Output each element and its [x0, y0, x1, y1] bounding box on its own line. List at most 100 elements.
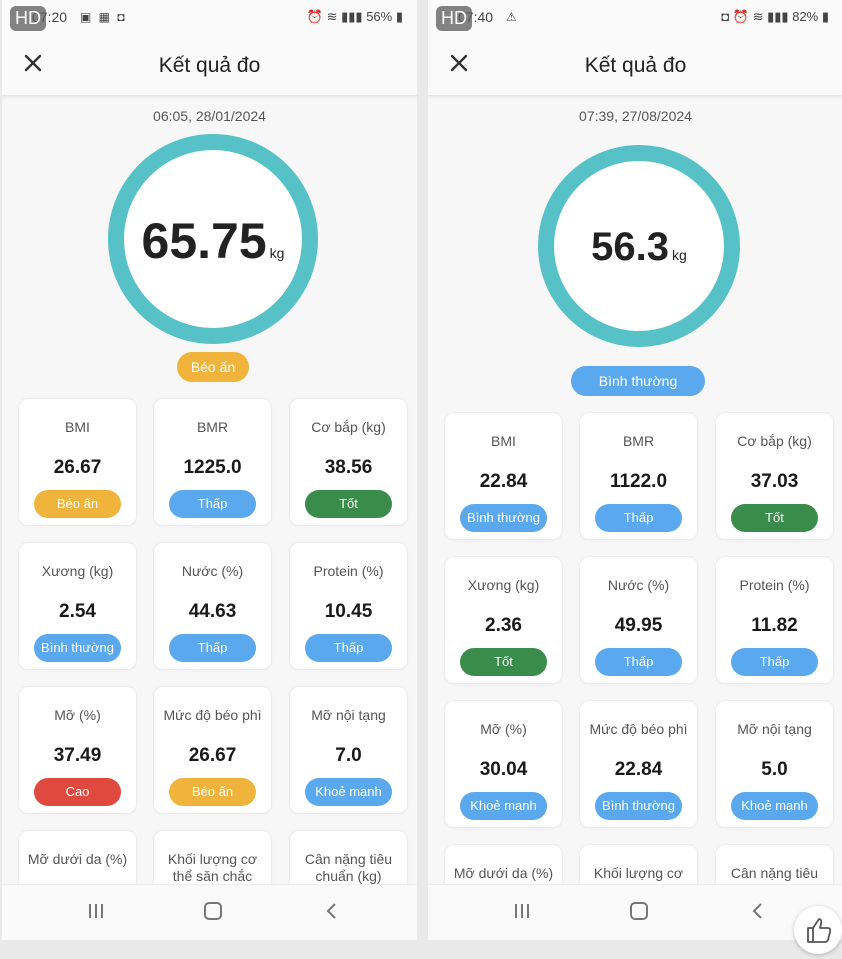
metric-value: 1225.0	[183, 457, 242, 478]
home-icon[interactable]	[202, 901, 224, 921]
metric-card[interactable]: BMI 26.67 Béo ấn	[18, 398, 137, 526]
metric-label: BMR	[196, 419, 229, 435]
metric-status-badge: Bình thường	[460, 504, 547, 532]
metric-card[interactable]: Mỡ nội tạng 7.0 Khoẻ mạnh	[289, 686, 408, 814]
recent-apps-icon[interactable]	[512, 901, 532, 921]
metric-card[interactable]: Mỡ (%) 30.04 Khoẻ mạnh	[444, 700, 563, 828]
main-status-badge: Bình thường	[571, 366, 705, 396]
metric-status-badge: Khoẻ mạnh	[305, 778, 392, 806]
metric-card[interactable]: BMI 22.84 Bình thường	[444, 412, 563, 540]
weight-unit: kg	[672, 247, 687, 263]
metric-card[interactable]: Protein (%) 10.45 Thấp	[289, 542, 408, 670]
metric-value: 10.45	[324, 601, 373, 622]
weight-unit: kg	[269, 245, 285, 261]
battery-level: 56%	[366, 9, 393, 24]
metric-status-badge: Bình thường	[34, 634, 121, 662]
status-right: ⏰ ≋ ▮▮▮ 56% ▮	[306, 9, 403, 24]
metric-label: Mỡ nội tạng	[737, 721, 812, 737]
metric-value: 44.63	[188, 601, 237, 622]
weight-ring: 65.75 kg	[108, 134, 318, 344]
metric-label: Mỡ nội tạng	[311, 707, 386, 723]
metric-value: 49.95	[614, 615, 663, 636]
metric-label: Khối lượng cơ thể săn chắc	[167, 851, 258, 884]
metric-value: 37.49	[53, 745, 102, 766]
metric-card[interactable]: Nước (%) 49.95 Thấp	[579, 556, 698, 684]
metric-value: 22.84	[614, 759, 663, 780]
hd-badge: HD	[10, 6, 46, 31]
hd-badge: HD	[436, 6, 472, 31]
app-header: Kết quả đo	[2, 34, 417, 96]
metric-status-badge: Tốt	[305, 490, 392, 518]
notification-icons: ▣ ▦ ◘	[80, 10, 127, 24]
warning-icon: ⚠	[506, 10, 519, 24]
metric-card[interactable]: Mỡ (%) 37.49 Cao	[18, 686, 137, 814]
metric-label: Mỡ (%)	[480, 721, 527, 737]
metric-label: Mỡ dưới da (%)	[27, 851, 128, 867]
weight-display: 65.75 kg	[124, 212, 302, 270]
metric-status-badge: Thấp	[169, 634, 256, 662]
metric-label: Mỡ (%)	[54, 707, 101, 723]
metric-label: BMR	[622, 433, 655, 449]
metric-card[interactable]: BMR 1122.0 Thấp	[579, 412, 698, 540]
metric-status-badge: Cao	[34, 778, 121, 806]
metric-card[interactable]: Cơ bắp (kg) 38.56 Tốt	[289, 398, 408, 526]
metric-value: 26.67	[53, 457, 102, 478]
metric-card[interactable]: Nước (%) 44.63 Thấp	[153, 542, 272, 670]
measure-datetime: 07:39, 27/08/2024	[579, 108, 692, 124]
metric-status-badge: Thấp	[731, 648, 818, 676]
back-icon[interactable]	[748, 901, 768, 921]
weight-ring: 56.3 kg	[538, 145, 740, 347]
back-icon[interactable]	[322, 901, 342, 921]
recent-apps-icon[interactable]	[86, 901, 106, 921]
close-icon[interactable]	[448, 52, 470, 74]
screen-right: 07:40 ⚠ ◘ ⏰ ≋ ▮▮▮ 82% ▮ HD Kết quả đo 07…	[428, 0, 842, 940]
metric-label: Mỡ dưới da (%)	[453, 865, 554, 881]
metric-label: Xương (kg)	[41, 563, 114, 579]
metric-value: 2.36	[485, 615, 522, 636]
metric-card[interactable]: Mức độ béo phì 26.67 Béo ấn	[153, 686, 272, 814]
measure-datetime: 06:05, 28/01/2024	[153, 108, 266, 124]
metric-label: Mức độ béo phì	[163, 707, 262, 723]
metric-status-badge: Khoẻ mạnh	[731, 792, 818, 820]
app-header: Kết quả đo	[428, 34, 842, 96]
status-right: ◘ ⏰ ≋ ▮▮▮ 82% ▮	[721, 9, 829, 24]
metric-card[interactable]: Xương (kg) 2.54 Bình thường	[18, 542, 137, 670]
metric-status-badge: Thấp	[169, 490, 256, 518]
metric-label: Cân nặng tiêu chuẩn (kg)	[304, 851, 393, 884]
metric-value: 26.67	[188, 745, 237, 766]
metric-label: BMI	[491, 433, 516, 449]
home-icon[interactable]	[628, 901, 650, 921]
metric-card[interactable]: Protein (%) 11.82 Thấp	[715, 556, 834, 684]
metric-label: Xương (kg)	[467, 577, 540, 593]
metric-card[interactable]: Mức độ béo phì 22.84 Bình thường	[579, 700, 698, 828]
metric-label: Cơ bắp (kg)	[737, 433, 812, 449]
metric-card[interactable]: BMR 1225.0 Thấp	[153, 398, 272, 526]
metric-value: 7.0	[335, 745, 362, 766]
metric-value: 38.56	[324, 457, 373, 478]
metric-label: Protein (%)	[313, 563, 384, 579]
thumbs-up-icon[interactable]	[794, 906, 842, 954]
metric-status-badge: Thấp	[305, 634, 392, 662]
metric-status-badge: Béo ấn	[169, 778, 256, 806]
metric-card[interactable]: Mỡ nội tạng 5.0 Khoẻ mạnh	[715, 700, 834, 828]
metric-label: Mức độ béo phì	[589, 721, 688, 737]
metric-value: 37.03	[750, 471, 799, 492]
main-status-badge: Béo ấn	[177, 352, 249, 382]
metric-status-badge: Thấp	[595, 504, 682, 532]
weight-value: 65.75	[141, 213, 267, 269]
metric-value: 2.54	[59, 601, 96, 622]
metric-card[interactable]: Cơ bắp (kg) 37.03 Tốt	[715, 412, 834, 540]
metric-label: Cân nặng tiêu	[730, 865, 819, 881]
metric-value: 30.04	[479, 759, 528, 780]
metric-label: Khối lượng cơ	[593, 865, 684, 881]
metric-card[interactable]: Xương (kg) 2.36 Tốt	[444, 556, 563, 684]
weight-display: 56.3 kg	[554, 225, 724, 270]
close-icon[interactable]	[22, 52, 44, 74]
metric-value: 22.84	[479, 471, 528, 492]
metric-label: Cơ bắp (kg)	[311, 419, 386, 435]
page-title: Kết quả đo	[158, 54, 261, 77]
metric-status-badge: Khoẻ mạnh	[460, 792, 547, 820]
metric-label: Protein (%)	[739, 577, 810, 593]
metric-value: 5.0	[761, 759, 788, 780]
nav-bar	[428, 884, 842, 940]
